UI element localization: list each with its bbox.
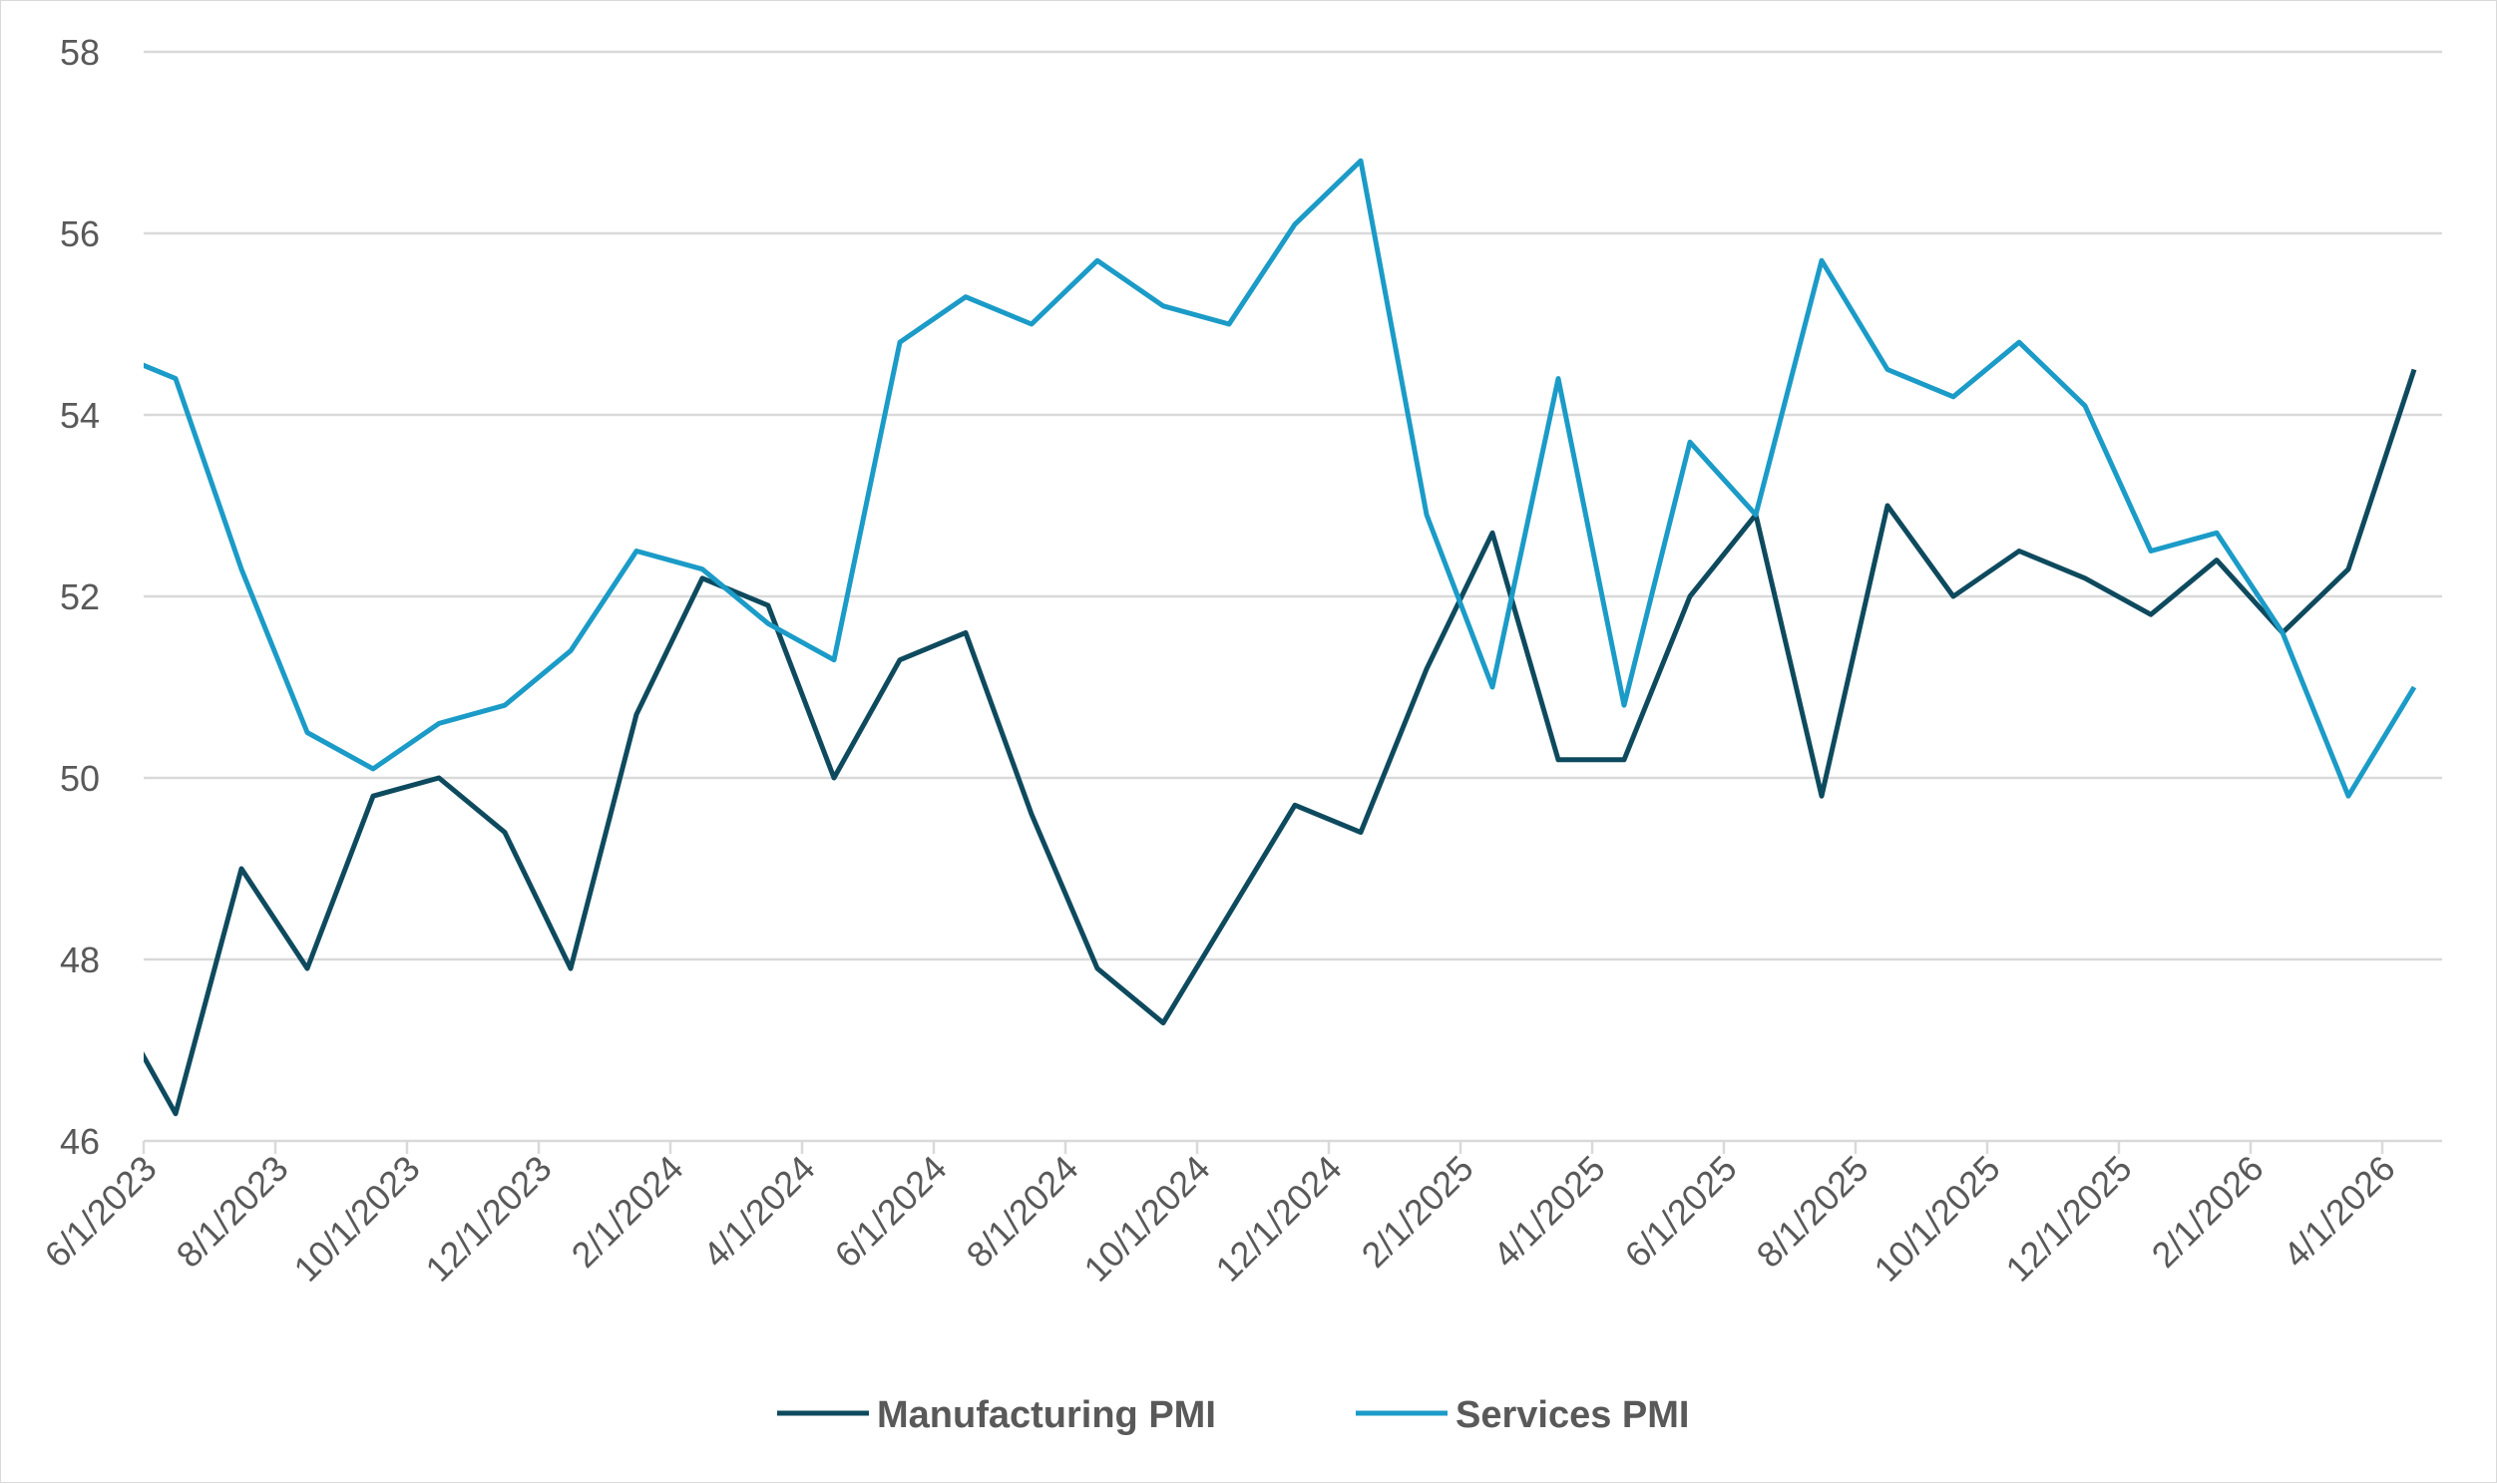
x-tick-label: 8/1/2025 [1749, 1148, 1876, 1276]
legend-label-services-pmi: Services PMI [1456, 1394, 1689, 1436]
x-tick-label: 4/1/2024 [695, 1148, 823, 1276]
x-tick-label: 12/1/2023 [417, 1148, 559, 1290]
x-tick-label: 8/1/2023 [169, 1148, 296, 1276]
series-line-manufacturing-pmi [144, 368, 2417, 1117]
x-tick-label: 4/1/2026 [2276, 1148, 2403, 1276]
x-tick-label: 6/1/2023 [37, 1148, 165, 1276]
y-tick-label: 58 [60, 32, 100, 73]
x-tick-label: 8/1/2024 [959, 1148, 1086, 1276]
y-tick-label: 50 [60, 758, 100, 799]
x-tick-label: 4/1/2025 [1485, 1148, 1613, 1276]
x-tick-label: 10/1/2023 [285, 1148, 427, 1290]
x-tick-label: 6/1/2025 [1617, 1148, 1745, 1276]
y-tick-label: 54 [60, 395, 100, 436]
y-tick-label: 48 [60, 939, 100, 980]
x-tick-label: 6/1/2024 [827, 1148, 955, 1276]
x-tick-label: 2/1/2025 [1354, 1148, 1481, 1276]
y-tick-label: 52 [60, 576, 100, 617]
x-tick-label: 10/1/2025 [1866, 1148, 2007, 1290]
legend-label-manufacturing-pmi: Manufacturing PMI [877, 1394, 1216, 1436]
x-tick-label: 10/1/2024 [1075, 1148, 1217, 1290]
series-line-services-pmi [144, 158, 2417, 799]
y-tick-label: 46 [60, 1121, 100, 1162]
x-tick-label: 12/1/2025 [1997, 1148, 2139, 1290]
x-tick-label: 2/1/2026 [2144, 1148, 2272, 1276]
x-tick-label: 12/1/2024 [1207, 1148, 1349, 1290]
x-tick-label: 2/1/2024 [564, 1148, 691, 1276]
y-tick-label: 56 [60, 213, 100, 254]
